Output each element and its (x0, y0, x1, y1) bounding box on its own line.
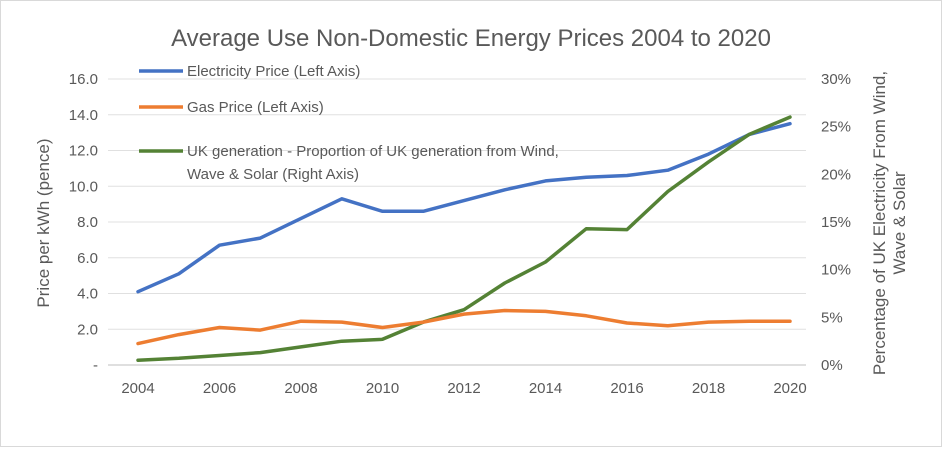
series-lines (136, 115, 792, 362)
right-tick-label: 10% (821, 262, 851, 279)
right-tick-label: 25% (821, 119, 851, 136)
x-axis-ticks: 2004 2006 2008 2010 2012 2014 2016 2018 2020 (121, 380, 806, 397)
left-tick-label: 2.0 (77, 321, 98, 338)
chart-title: Average Use Non-Domestic Energy Prices 2… (171, 25, 771, 52)
left-axis-title: Price per kWh (pence) (34, 138, 53, 307)
left-tick-label: 16.0 (69, 71, 98, 88)
legend: Electricity Price (Left Axis) Gas Price (… (139, 63, 559, 183)
left-tick-label: - (93, 357, 98, 374)
right-axis-title-line: Wave & Solar (890, 171, 909, 275)
left-axis-ticks: - 2.0 4.0 6.0 8.0 10.0 12.0 14.0 16.0 (69, 71, 98, 374)
legend-label-2: Wave & Solar (Right Axis) (187, 166, 359, 183)
legend-label-2: UK generation - Proportion of UK generat… (187, 143, 559, 160)
right-tick-label: 30% (821, 71, 851, 88)
x-tick-label: 2006 (203, 380, 236, 397)
x-tick-label: 2012 (447, 380, 480, 397)
x-tick-label: 2014 (529, 380, 562, 397)
right-axis-title: Percentage of UK Electricity From Wind,W… (870, 71, 909, 375)
right-tick-label: 20% (821, 166, 851, 183)
legend-label-0: Electricity Price (Left Axis) (187, 63, 360, 80)
right-tick-label: 0% (821, 357, 843, 374)
legend-label-1: Gas Price (Left Axis) (187, 99, 324, 116)
x-tick-label: 2020 (773, 380, 806, 397)
left-tick-label: 14.0 (69, 107, 98, 124)
x-tick-label: 2008 (284, 380, 317, 397)
right-axis-title-line: Percentage of UK Electricity From Wind, (870, 71, 889, 375)
series-line-2 (136, 115, 792, 362)
right-axis-ticks: 0% 5% 10% 15% 20% 25% 30% (821, 71, 851, 374)
left-tick-label: 8.0 (77, 214, 98, 231)
right-tick-label: 15% (821, 214, 851, 231)
left-tick-label: 6.0 (77, 250, 98, 267)
series-line-1 (136, 308, 792, 346)
x-tick-label: 2018 (692, 380, 725, 397)
left-tick-label: 4.0 (77, 286, 98, 303)
x-tick-label: 2016 (610, 380, 643, 397)
left-tick-label: 12.0 (69, 143, 98, 160)
right-tick-label: 5% (821, 309, 843, 326)
x-tick-label: 2004 (121, 380, 154, 397)
x-tick-label: 2010 (366, 380, 399, 397)
series-line-0 (136, 121, 792, 294)
left-tick-label: 10.0 (69, 178, 98, 195)
